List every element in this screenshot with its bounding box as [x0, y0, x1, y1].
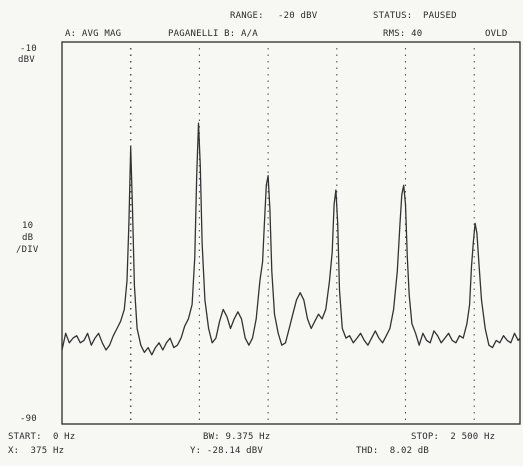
stop-frequency: STOP: 2 500 Hz — [411, 432, 496, 442]
range-value: -20 dBV — [278, 11, 318, 21]
start-frequency: START: 0 Hz — [8, 432, 76, 442]
ovld-label: OVLD — [485, 29, 508, 39]
thd-readout: THD: 8.02 dB — [356, 446, 430, 456]
file-label: PAGANELLI B: A/A — [168, 29, 258, 39]
harmonic-markers — [129, 48, 475, 420]
trace-label: A: AVG MAG — [65, 29, 122, 39]
y-top-unit: dBV — [18, 55, 35, 65]
status-value: PAUSED — [423, 11, 457, 21]
y-scale-line1: 10 — [22, 221, 34, 231]
marker-x-readout: X: 375 Hz — [8, 446, 65, 456]
bandwidth-readout: BW: 9.375 Hz — [203, 432, 271, 442]
marker-y-readout: Y: -28.14 dBV — [190, 446, 264, 456]
spectrum-trace — [61, 122, 521, 356]
plot-frame — [61, 41, 521, 425]
range-label: RANGE: — [230, 11, 264, 21]
rms-label: RMS: 40 — [383, 29, 423, 39]
status-label: STATUS: — [373, 11, 413, 21]
y-bottom-value: -90 — [20, 414, 37, 424]
y-scale-line2: dB — [22, 233, 34, 243]
y-scale-line3: /DIV — [16, 245, 39, 255]
y-top-value: -10 — [20, 44, 37, 54]
